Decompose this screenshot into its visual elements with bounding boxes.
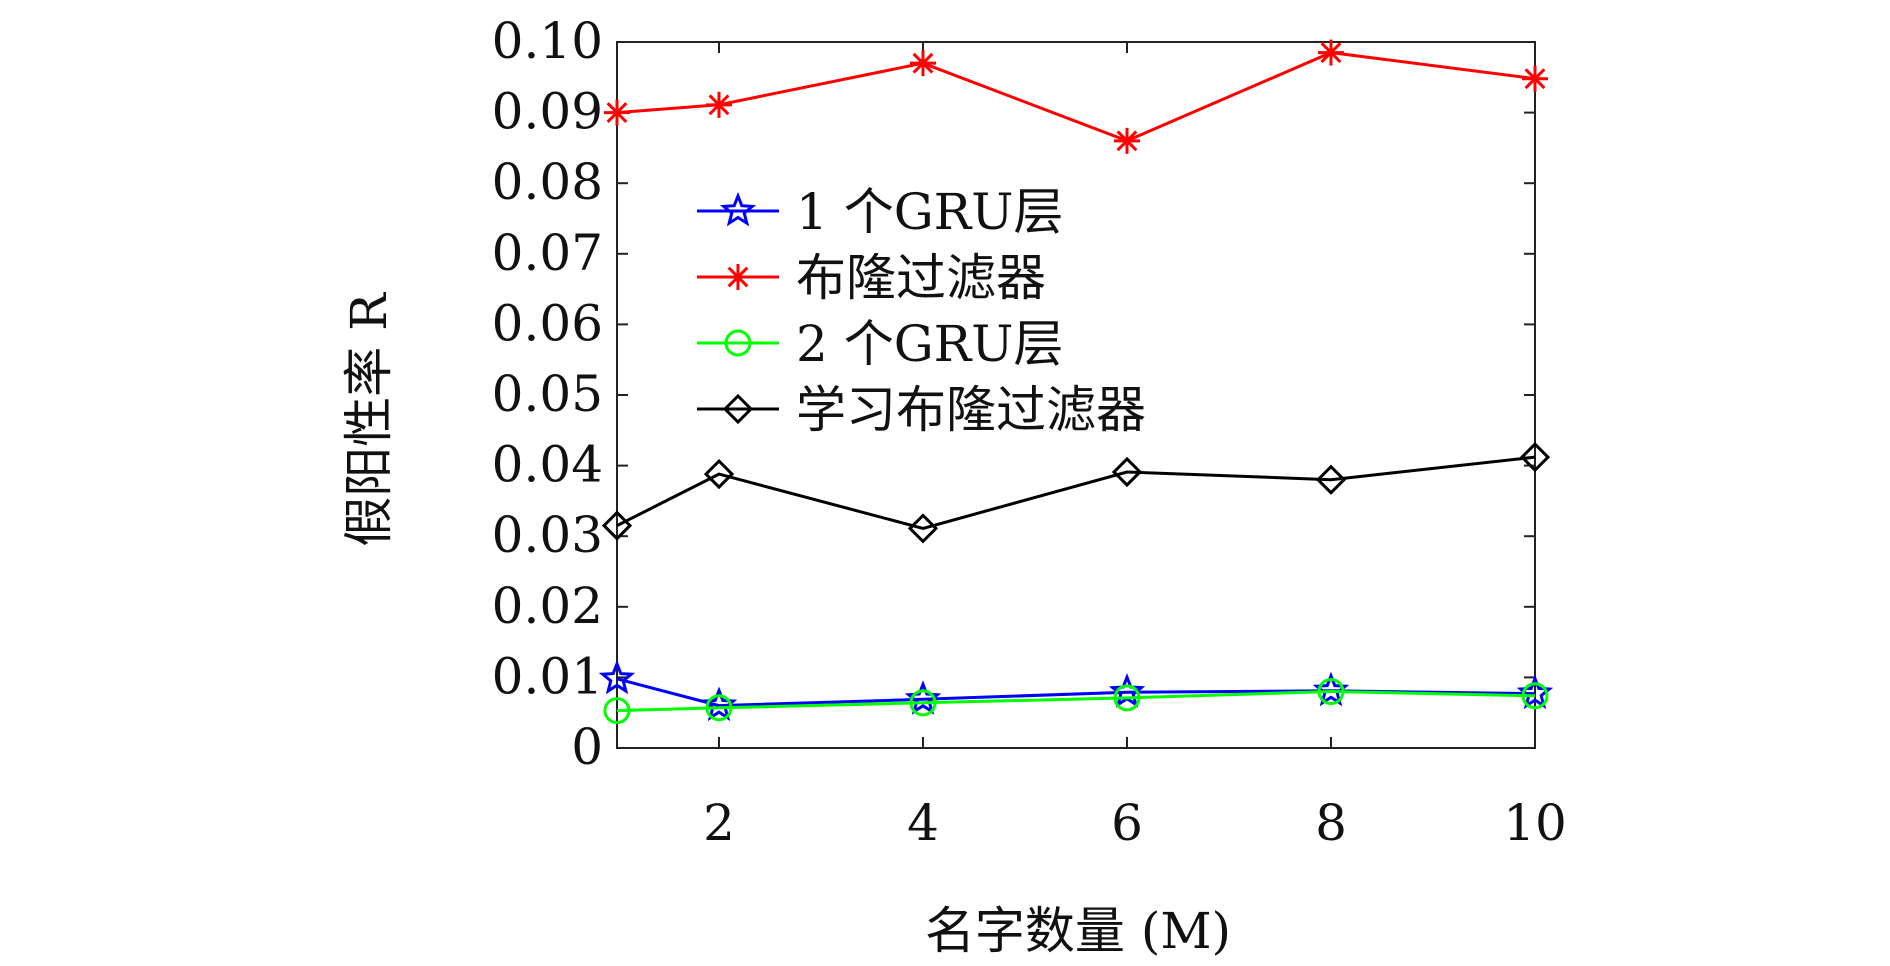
data-point — [1318, 39, 1344, 66]
data-point — [598, 659, 636, 695]
legend-entry: 2 个GRU层 — [697, 315, 1063, 373]
data-point — [910, 50, 936, 77]
data-point — [904, 680, 942, 715]
data-point — [601, 510, 633, 541]
data-point — [703, 458, 735, 490]
data-point — [706, 91, 732, 118]
data-point — [1317, 678, 1345, 706]
series-3 — [603, 678, 1549, 725]
y-tick-label: 0.03 — [492, 506, 603, 564]
y-tick-label: 0.02 — [492, 577, 603, 635]
data-point — [907, 513, 939, 544]
y-tick-label: 0.07 — [492, 224, 603, 282]
y-tick-label: 0.09 — [492, 83, 603, 141]
data-point — [1113, 684, 1141, 712]
data-point — [1522, 65, 1548, 92]
data-point — [1111, 456, 1143, 488]
x-tick-label: 4 — [907, 794, 939, 852]
series-1 — [598, 659, 1554, 722]
series-line — [616, 51, 1536, 143]
series-line — [616, 689, 1536, 713]
data-point — [1521, 682, 1549, 710]
y-tick-label: 0.01 — [492, 647, 603, 705]
legend-label: 学习布隆过滤器 — [796, 381, 1146, 439]
legend-marker — [724, 329, 752, 357]
data-point — [604, 99, 630, 126]
y-tick-label: 0.04 — [492, 436, 603, 494]
legend-entry: 布隆过滤器 — [697, 249, 1046, 307]
y-axis-title: 假阳性率 R — [340, 292, 398, 547]
y-tick-label: 0.05 — [492, 365, 603, 423]
data-point — [1315, 464, 1347, 495]
x-tick-label: 6 — [1111, 794, 1143, 852]
y-tick-label: 0.10 — [492, 12, 603, 70]
x-tick-label: 10 — [1503, 794, 1567, 852]
data-point — [705, 694, 733, 722]
legend-entry: 1 个GRU层 — [697, 183, 1063, 241]
axes: 0 0.01 0.02 0.03 0.04 0.05 0.06 0.07 0.08 0.09 0.1… — [492, 12, 1567, 852]
legend-label: 布隆过滤器 — [796, 249, 1046, 307]
legend-marker — [722, 393, 754, 425]
x-tick-label: 2 — [703, 794, 735, 852]
data-point — [1519, 442, 1551, 473]
legend-label: 1 个GRU层 — [796, 183, 1063, 241]
series-2 — [604, 39, 1548, 154]
legend-entry: 学习布隆过滤器 — [697, 381, 1146, 439]
legend-label: 2 个GRU层 — [796, 315, 1063, 373]
series-line — [616, 455, 1536, 530]
x-axis-title: 名字数量 (M) — [925, 902, 1231, 960]
series-4 — [601, 442, 1551, 544]
legend-marker — [725, 264, 751, 290]
x-tick-label: 8 — [1315, 794, 1347, 852]
data-point — [1114, 127, 1140, 154]
data-point — [909, 689, 937, 717]
y-tick-label: 0.08 — [492, 153, 603, 211]
plot-series — [598, 39, 1554, 725]
y-tick-label: 0 — [571, 718, 603, 776]
data-point — [603, 697, 631, 725]
y-tick-label: 0.06 — [492, 294, 603, 352]
legend-marker — [719, 191, 757, 227]
